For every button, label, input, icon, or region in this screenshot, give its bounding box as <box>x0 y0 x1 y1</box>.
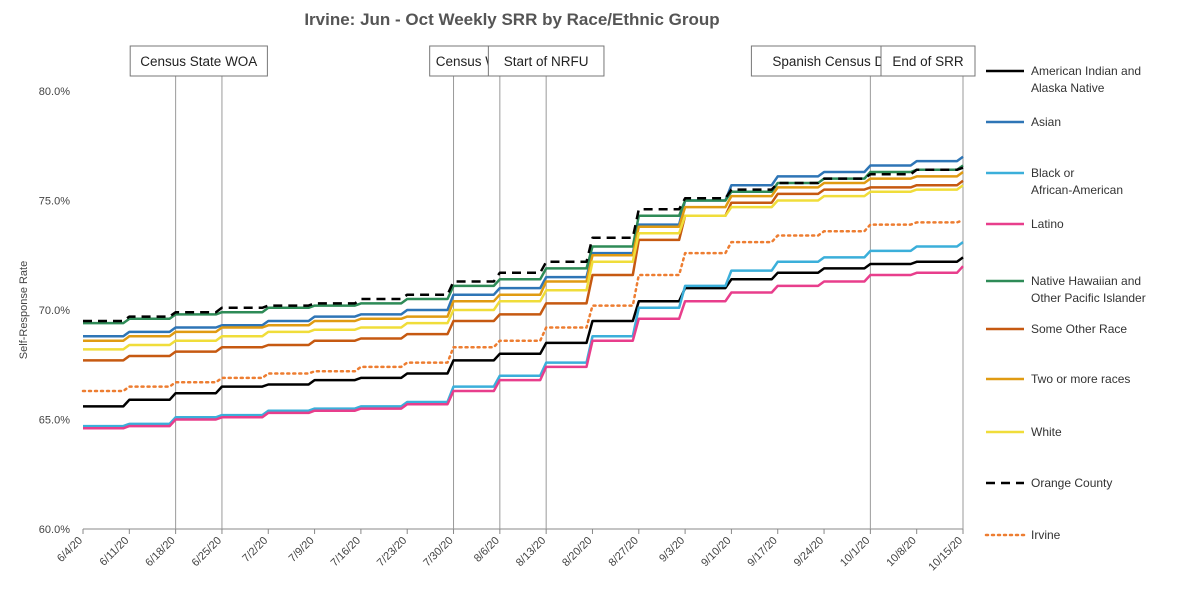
x-tick-label: 10/1/20 <box>838 535 872 569</box>
x-tick-label: 8/27/20 <box>606 535 640 569</box>
legend-entry: Orange County <box>986 476 1112 490</box>
x-tick-label: 7/16/20 <box>329 535 363 569</box>
legend-entry: American Indian and Alaska Native <box>986 64 1141 95</box>
series-line-native-hawaiian-and-other-pacific-islander <box>83 164 964 325</box>
legend-entry: Irvine <box>984 528 1061 542</box>
annotation-label: Start of NRFU <box>504 54 589 69</box>
x-tick-label: 6/4/20 <box>55 535 85 565</box>
series-line-american-indian-and-alaska-native <box>83 256 964 408</box>
y-tick-label: 65.0% <box>39 415 70 427</box>
annotation-box <box>487 45 605 77</box>
legend-label: Black or African-American <box>1031 166 1123 197</box>
legend-label: Orange County <box>1031 476 1112 490</box>
legend-entry: Asian <box>986 115 1061 129</box>
annotation-callout: End of SRR <box>880 45 976 77</box>
x-tick-label: 6/25/20 <box>190 535 224 569</box>
x-tick-label: 9/24/20 <box>792 535 826 569</box>
x-tick-label: 10/15/20 <box>926 535 965 574</box>
x-tick-label: 6/11/20 <box>98 535 132 569</box>
legend-label: Some Other Race <box>1031 322 1127 336</box>
chart-title: Irvine: Jun - Oct Weekly SRR by Race/Eth… <box>304 10 719 29</box>
legend-entry: Native Hawaiian and Other Pacific Islande… <box>986 274 1146 305</box>
y-tick-label: 70.0% <box>39 305 70 317</box>
legend-label: Irvine <box>1031 528 1061 542</box>
y-axis-label: Self-Response Rate <box>18 261 30 359</box>
annotation-label: Census State WOA <box>140 54 257 69</box>
legend-label: White <box>1031 425 1062 439</box>
legend-entry: Latino <box>986 217 1064 231</box>
annotation-callout: Start of NRFU <box>487 45 605 77</box>
series-line-asian <box>83 155 964 338</box>
series-line-some-other-race <box>83 179 964 362</box>
series-line-latino <box>83 265 964 430</box>
y-tick-label: 75.0% <box>39 196 70 208</box>
legend-label: Two or more races <box>1031 372 1130 386</box>
x-tick-label: 7/2/20 <box>240 535 270 565</box>
x-tick-label: 7/9/20 <box>287 535 317 565</box>
plot-area: 60.0% 65.0% 70.0% 75.0% 80.0% 6/4/20 6/11/20 6/… <box>39 45 976 574</box>
legend: American Indian and Alaska Native Asian Bla… <box>984 64 1146 542</box>
x-tick-label: 7/30/20 <box>421 535 455 569</box>
x-tick-label: 7/23/20 <box>375 535 409 569</box>
annotation-box <box>129 45 268 77</box>
y-tick-label: 60.0% <box>39 524 70 536</box>
legend-label: Native Hawaiian and Other Pacific Islande… <box>1031 274 1146 305</box>
y-tick-label: 80.0% <box>39 86 70 98</box>
x-tick-label: 10/8/20 <box>884 535 918 569</box>
legend-entry: White <box>986 425 1062 439</box>
legend-label: Latino <box>1031 217 1064 231</box>
series-line-irvine <box>81 218 965 393</box>
x-tick-label: 6/18/20 <box>143 535 177 569</box>
x-tick-label: 8/13/20 <box>514 535 548 569</box>
legend-label: American Indian and Alaska Native <box>1031 64 1141 95</box>
annotation-label: End of SRR <box>892 54 964 69</box>
legend-entry: Some Other Race <box>986 322 1127 336</box>
x-tick-label: 9/10/20 <box>699 535 733 569</box>
annotation-box <box>880 45 976 77</box>
series-line-black-or-african-american <box>83 241 964 428</box>
legend-label: Asian <box>1031 115 1061 129</box>
series-line-two-or-more-races <box>83 170 964 342</box>
legend-entry: Black or African-American <box>986 166 1123 197</box>
legend-entry: Two or more races <box>986 372 1130 386</box>
series-line-orange-county <box>83 166 964 323</box>
x-tick-label: 9/3/20 <box>657 535 687 565</box>
annotation-callout: Census State WOA <box>129 45 268 77</box>
x-tick-label: 9/17/20 <box>745 535 779 569</box>
series-line-white <box>83 184 964 351</box>
x-tick-label: 8/20/20 <box>560 535 594 569</box>
x-tick-label: 8/6/20 <box>472 535 502 565</box>
